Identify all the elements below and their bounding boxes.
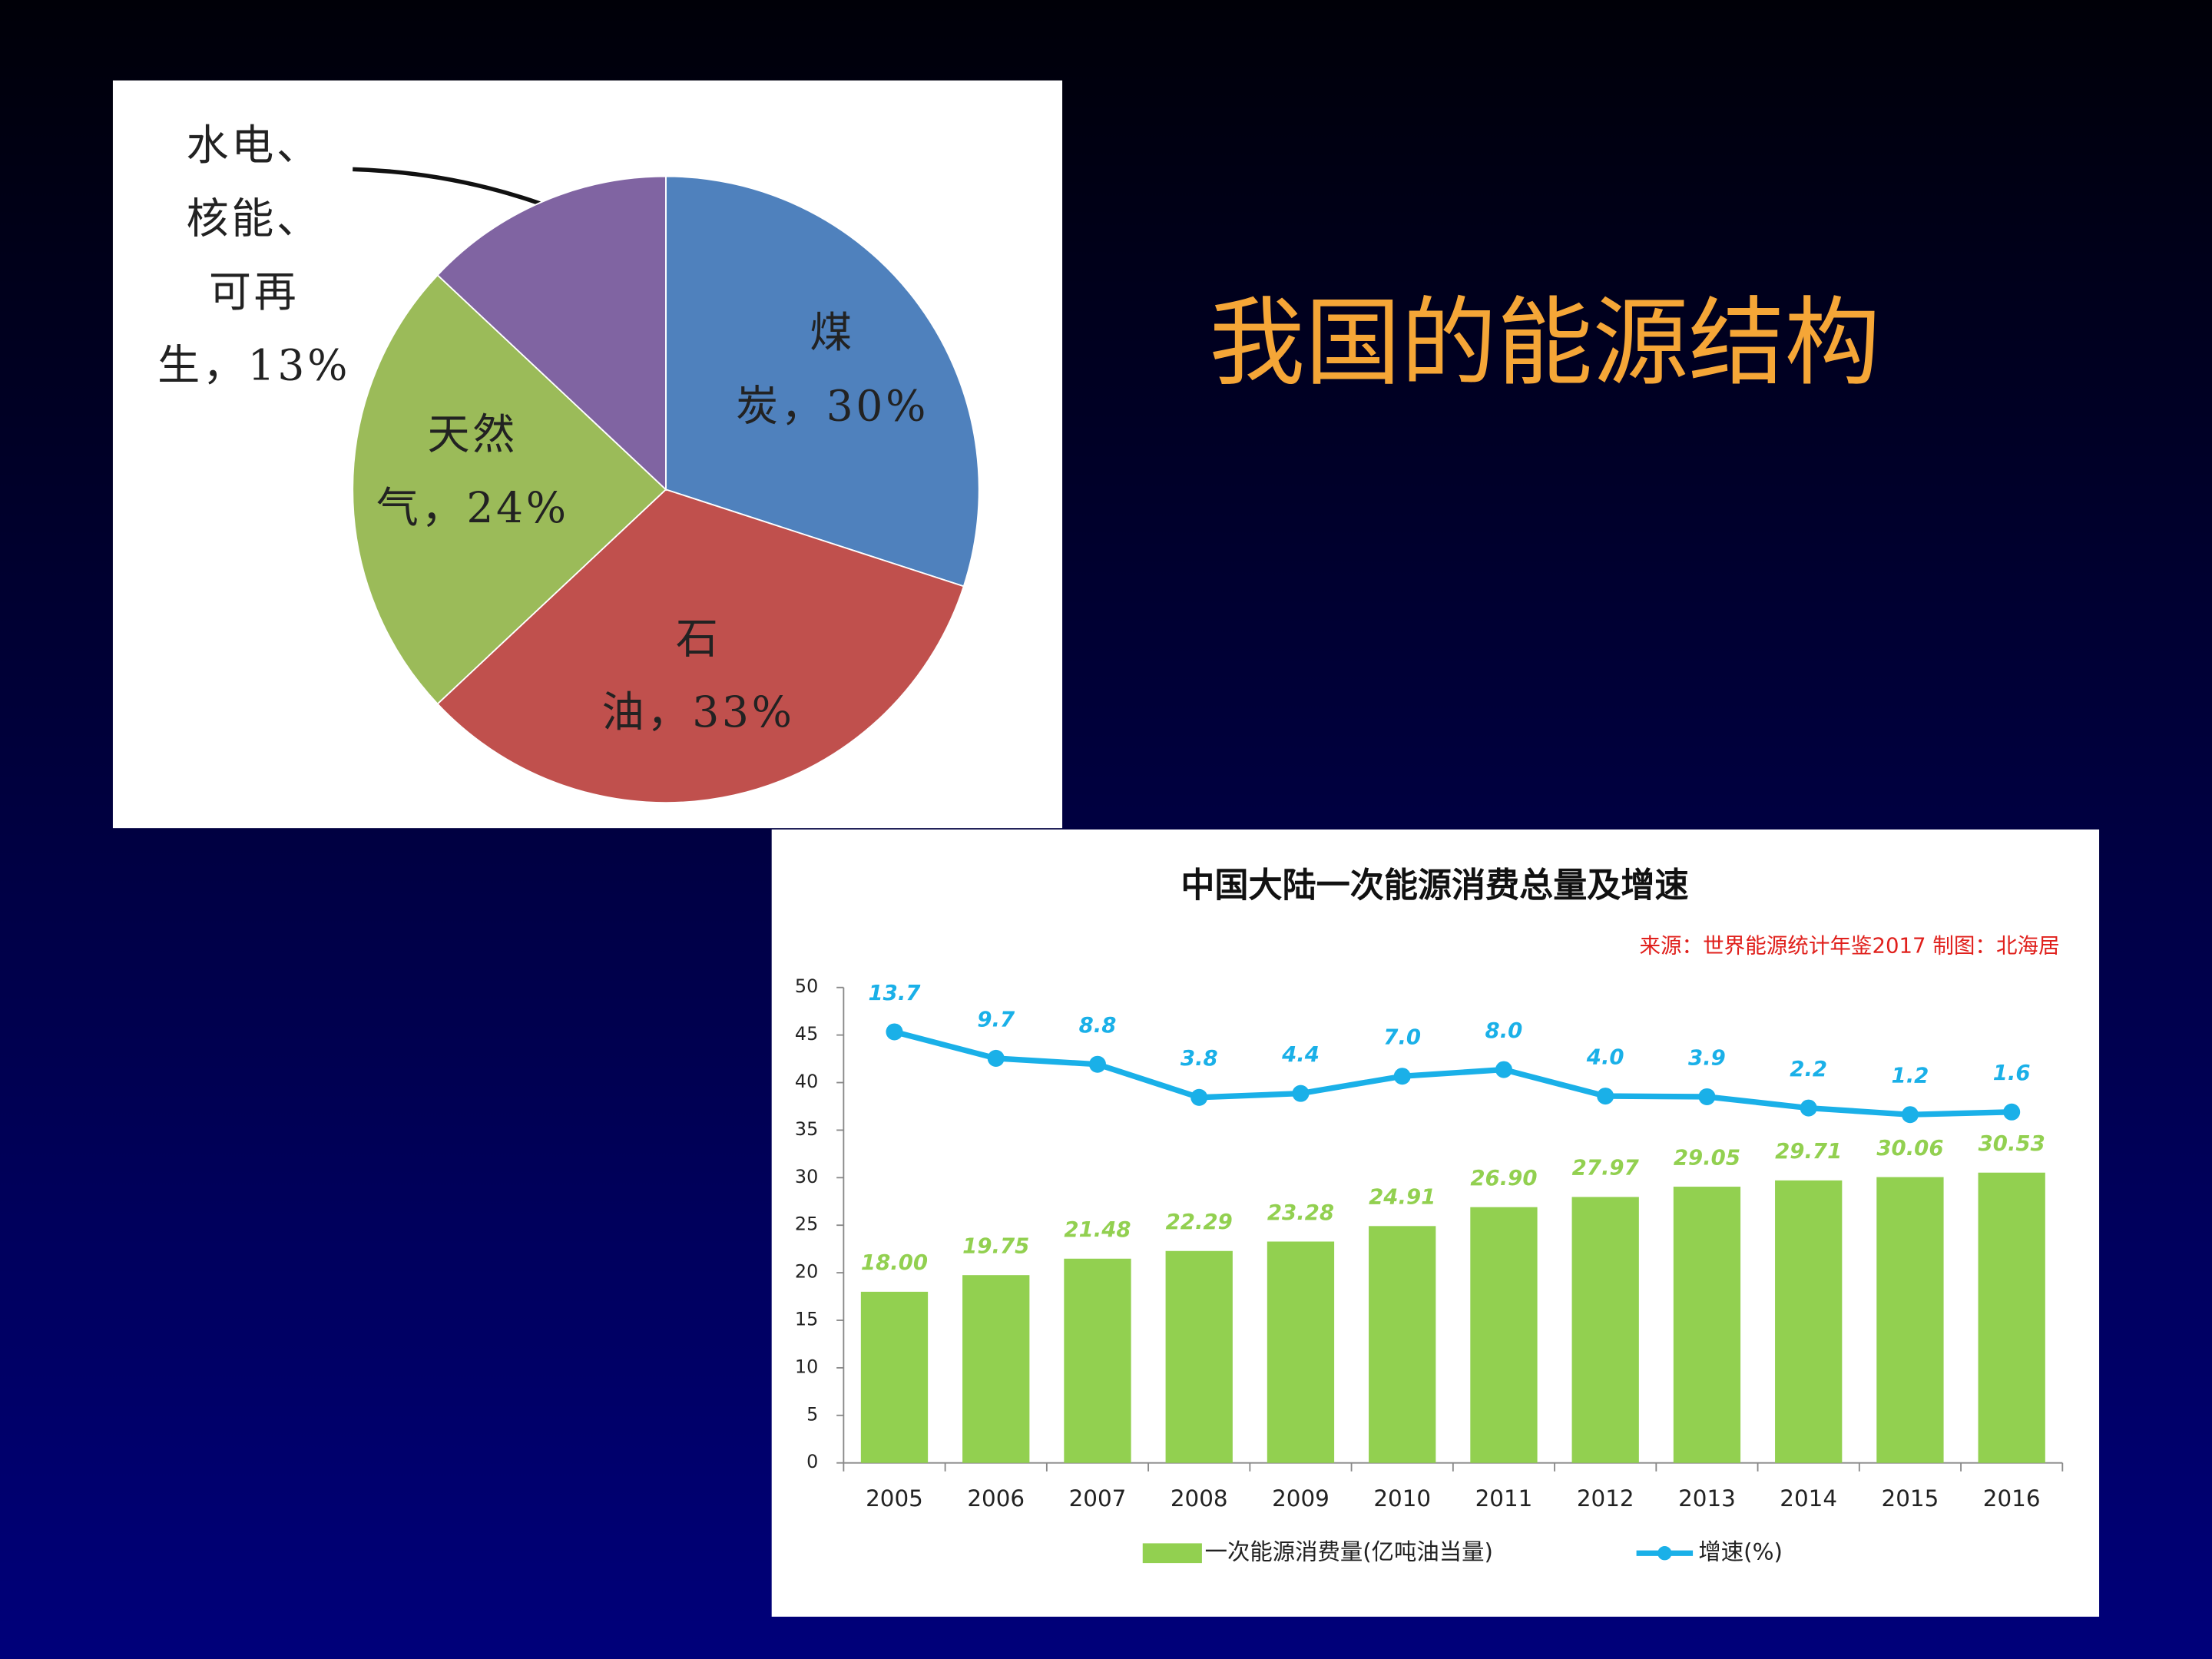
bar xyxy=(1571,1197,1639,1463)
x-tick-label: 2008 xyxy=(1171,1485,1228,1512)
line-point xyxy=(886,1023,903,1041)
x-tick-label: 2016 xyxy=(1983,1485,2041,1512)
bar xyxy=(1064,1258,1131,1463)
bar xyxy=(1165,1250,1233,1463)
x-tick-label: 2015 xyxy=(1882,1485,1939,1512)
pie-label: 天然气，24% xyxy=(376,409,569,532)
pie-slice xyxy=(436,175,667,492)
line-value-label: 2.2 xyxy=(1790,1057,1827,1081)
bar xyxy=(1470,1207,1538,1463)
x-tick-label: 2006 xyxy=(967,1485,1025,1512)
line-value-label: 3.9 xyxy=(1688,1045,1726,1070)
y-tick-label: 20 xyxy=(795,1261,818,1283)
bar xyxy=(962,1275,1030,1463)
x-tick-label: 2009 xyxy=(1272,1485,1330,1512)
bar xyxy=(1775,1180,1843,1463)
line-value-label: 1.2 xyxy=(1892,1064,1929,1088)
legend-swatch-dot xyxy=(1657,1546,1672,1561)
x-tick-label: 2013 xyxy=(1678,1485,1736,1512)
legend-label: 增速(%) xyxy=(1698,1539,1783,1565)
y-tick-label: 50 xyxy=(795,975,818,997)
y-tick-label: 30 xyxy=(795,1166,818,1187)
bar-value-label: 29.71 xyxy=(1775,1139,1842,1164)
bar xyxy=(1267,1241,1335,1463)
y-tick-label: 10 xyxy=(795,1356,818,1377)
x-tick-label: 2005 xyxy=(866,1485,923,1512)
y-tick-label: 40 xyxy=(795,1071,818,1092)
line-point xyxy=(1190,1088,1208,1106)
bar-value-label: 23.28 xyxy=(1267,1200,1334,1225)
bar xyxy=(1369,1226,1436,1463)
y-tick-label: 5 xyxy=(806,1403,818,1425)
y-tick-label: 15 xyxy=(795,1309,818,1330)
bar-value-label: 30.53 xyxy=(1979,1131,2045,1156)
source-note: 来源：世界能源统计年鉴2017 制图：北海居 xyxy=(1639,933,2059,958)
line-point xyxy=(1393,1068,1411,1085)
pie-label: 水电、核能、可再生，13% xyxy=(157,120,350,389)
bar-value-label: 19.75 xyxy=(962,1233,1029,1258)
line-value-label: 4.0 xyxy=(1586,1045,1624,1070)
legend-swatch xyxy=(1142,1543,1202,1564)
y-tick-label: 35 xyxy=(795,1118,818,1140)
y-tick-label: 45 xyxy=(795,1023,818,1045)
pie-slice xyxy=(352,273,667,705)
pie-label: 石油，33% xyxy=(602,614,795,737)
line-point xyxy=(1495,1061,1512,1078)
line-point xyxy=(1901,1106,1919,1124)
line-point xyxy=(1698,1088,1716,1105)
line-value-label: 8.0 xyxy=(1485,1018,1523,1043)
leader-line xyxy=(353,167,545,207)
bar xyxy=(860,1291,929,1463)
line-point xyxy=(1597,1088,1614,1105)
pie-slice xyxy=(665,175,980,588)
bar-value-label: 22.29 xyxy=(1166,1210,1233,1234)
line-point xyxy=(1292,1084,1310,1102)
pie-slice xyxy=(436,488,965,804)
line-value-label: 1.6 xyxy=(1993,1061,2031,1085)
line-point xyxy=(1800,1099,1817,1117)
bar-value-label: 24.91 xyxy=(1369,1185,1435,1210)
y-tick-label: 25 xyxy=(795,1214,818,1235)
x-tick-label: 2012 xyxy=(1577,1485,1634,1512)
bar-value-label: 27.97 xyxy=(1572,1156,1640,1181)
bar xyxy=(1978,1172,2045,1463)
bar xyxy=(1876,1177,1944,1463)
y-tick-label: 0 xyxy=(806,1451,818,1472)
line-point xyxy=(2003,1103,2021,1121)
bar-value-label: 18.00 xyxy=(861,1250,928,1275)
bar xyxy=(1673,1187,1741,1463)
line-value-label: 4.4 xyxy=(1281,1042,1320,1067)
line-value-label: 8.8 xyxy=(1079,1013,1117,1038)
line-point xyxy=(1088,1055,1106,1073)
legend-label: 一次能源消费量(亿吨油当量) xyxy=(1205,1539,1493,1565)
x-tick-label: 2011 xyxy=(1475,1485,1533,1512)
line-point xyxy=(987,1049,1005,1067)
line-value-label: 9.7 xyxy=(977,1007,1015,1031)
x-tick-label: 2014 xyxy=(1780,1485,1837,1512)
line-value-label: 7.0 xyxy=(1383,1025,1421,1050)
slide-title: 我国的能源结构 xyxy=(1209,288,1880,399)
bar-value-label: 26.90 xyxy=(1470,1166,1537,1190)
line-value-label: 13.7 xyxy=(869,981,922,1005)
pie-label: 煤炭，30% xyxy=(736,308,929,431)
line-value-label: 3.8 xyxy=(1181,1046,1218,1071)
bar-value-label: 29.05 xyxy=(1674,1145,1740,1170)
bar-value-label: 21.48 xyxy=(1064,1217,1131,1242)
x-tick-label: 2010 xyxy=(1373,1485,1431,1512)
bar-value-label: 30.06 xyxy=(1876,1136,1943,1161)
chart-title: 中国大陆一次能源消费总量及增速 xyxy=(1181,866,1688,905)
line xyxy=(893,1028,2012,1118)
x-tick-label: 2007 xyxy=(1069,1485,1127,1512)
